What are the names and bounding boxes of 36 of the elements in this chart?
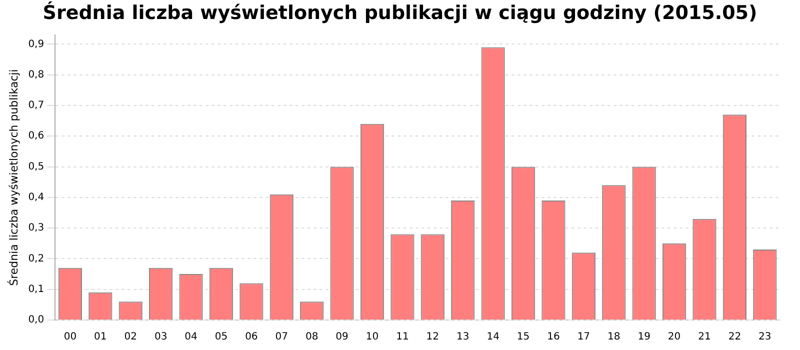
x-tick-label: 18	[608, 332, 620, 343]
x-tick-label: 12	[426, 332, 440, 343]
x-tick-label: 08	[305, 332, 318, 343]
y-tick-label: 0,7	[28, 100, 44, 112]
y-tick-label: 0,2	[28, 253, 44, 264]
x-tick-label: 00	[64, 332, 77, 343]
x-tick-label: 14	[486, 332, 500, 343]
x-tick-label: 23	[758, 332, 772, 343]
x-tick-label: 05	[214, 332, 228, 343]
x-tick-label: 22	[728, 332, 742, 343]
y-axis-title: Średnia liczba wyświetlonych publikacji	[6, 69, 20, 286]
x-tick-label: 07	[275, 332, 288, 343]
x-tick-label: 15	[516, 332, 530, 343]
x-tick-label: 03	[154, 332, 168, 343]
y-tick-label: 0,1	[28, 284, 44, 295]
y-tick-label: 0,3	[28, 222, 44, 234]
y-tick-label: 0,8	[28, 69, 44, 80]
x-tick-label: 11	[396, 332, 409, 343]
x-tick-label: 21	[698, 332, 711, 343]
x-tick-label: 13	[456, 332, 470, 343]
y-tick-label: 0,6	[28, 130, 44, 142]
x-tick-label: 17	[577, 332, 590, 343]
x-tick-label: 04	[184, 332, 198, 343]
chart-title: Średnia liczba wyświetlonych publikacji w ciągu godziny (2015.05)	[42, 0, 758, 26]
x-tick-label: 16	[547, 332, 560, 343]
x-tick-label: 20	[668, 332, 681, 343]
x-tick-label: 09	[336, 332, 348, 343]
x-tick-label: 02	[124, 332, 137, 343]
x-tick-label: 19	[638, 332, 650, 343]
x-tick-label: 01	[94, 332, 107, 343]
y-tick-label: 0,9	[28, 38, 44, 50]
x-tick-label: 06	[245, 332, 258, 343]
x-tick-label: 10	[366, 332, 379, 343]
y-tick-label: 0,5	[28, 161, 44, 172]
y-tick-label: 0,0	[28, 314, 44, 326]
y-tick-label: 0,4	[28, 192, 44, 204]
